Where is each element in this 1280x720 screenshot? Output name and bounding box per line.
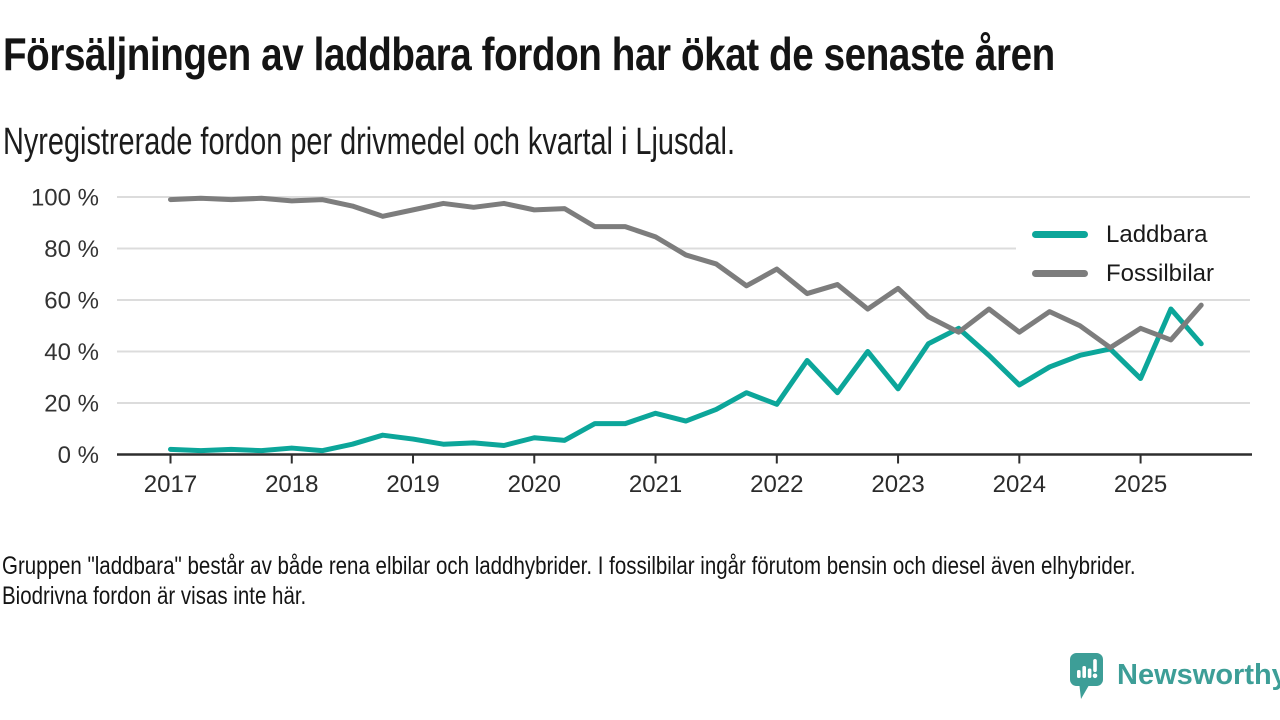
y-tick-label-100: 100 %	[31, 185, 99, 212]
chart-legend: Laddbara Fossilbilar	[1016, 211, 1254, 297]
x-tick-label-2020: 2020	[508, 471, 561, 498]
legend-item-laddbara: Laddbara	[1032, 215, 1254, 254]
legend-swatch-laddbara	[1032, 231, 1088, 238]
x-tick-label-2021: 2021	[629, 471, 682, 498]
legend-swatch-fossilbilar	[1032, 270, 1088, 277]
brand-lockup: Newsworthy	[1070, 650, 1280, 700]
logo-exclamation-dot	[1092, 673, 1098, 679]
logo-exclamation-bar	[1093, 659, 1097, 672]
y-tick-label-80: 80 %	[44, 236, 99, 263]
page-title: Försäljningen av laddbara fordon har öka…	[3, 28, 1055, 80]
y-tick-label-0: 0 %	[58, 442, 99, 469]
series-line-laddbara	[168, 306, 1204, 454]
logo-bars	[1077, 659, 1098, 679]
legend-item-fossilbilar: Fossilbilar	[1032, 254, 1254, 293]
logo-bubble	[1070, 653, 1103, 699]
newsworthy-logo-icon	[1070, 653, 1103, 699]
legend-label-laddbara: Laddbara	[1106, 220, 1208, 248]
x-tick-label-2023: 2023	[871, 471, 924, 498]
legend-label-fossilbilar: Fossilbilar	[1106, 259, 1215, 287]
chart-subtitle: Nyregistrerade fordon per drivmedel och …	[3, 121, 735, 163]
x-tick-label-2017: 2017	[144, 471, 197, 498]
x-tick-label-2024: 2024	[993, 471, 1046, 498]
x-tick-label-2025: 2025	[1114, 471, 1167, 498]
series-line-fossilbilar	[168, 195, 1204, 351]
x-tick-label-2018: 2018	[265, 471, 318, 498]
y-tick-label-20: 20 %	[44, 391, 99, 418]
y-tick-label-60: 60 %	[44, 288, 99, 315]
y-tick-label-40: 40 %	[44, 339, 99, 366]
x-tick-label-2022: 2022	[750, 471, 803, 498]
x-tick-label-2019: 2019	[386, 471, 439, 498]
footnote: Gruppen "laddbara" består av både rena e…	[2, 552, 1136, 610]
brand-name: Newsworthy	[1117, 658, 1280, 691]
